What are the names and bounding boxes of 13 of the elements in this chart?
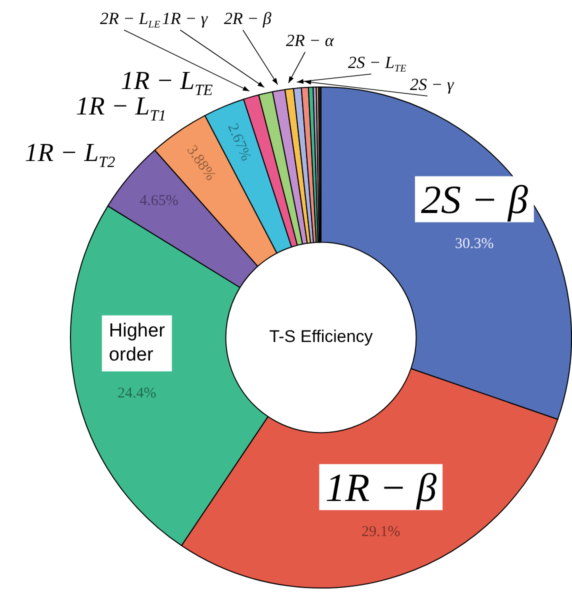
data-label: 2.67% (224, 121, 254, 164)
data-label: 4.65% (140, 193, 178, 210)
data-label: 30.3% (455, 236, 494, 252)
text: T-S Efficiency (269, 327, 374, 346)
data-label: 29.1% (362, 524, 400, 540)
slice-label: 2S − β (420, 177, 528, 222)
slice-label: 1R − γ (162, 9, 209, 28)
slice-label: 2R − β (224, 9, 272, 28)
data-label: 24.4% (118, 385, 156, 402)
slice-label: 2S − γ (410, 75, 455, 94)
slice-label: 1R − β (325, 465, 437, 510)
slice-label: Higher order (108, 320, 166, 366)
slice-label: 2R − α (286, 31, 335, 50)
